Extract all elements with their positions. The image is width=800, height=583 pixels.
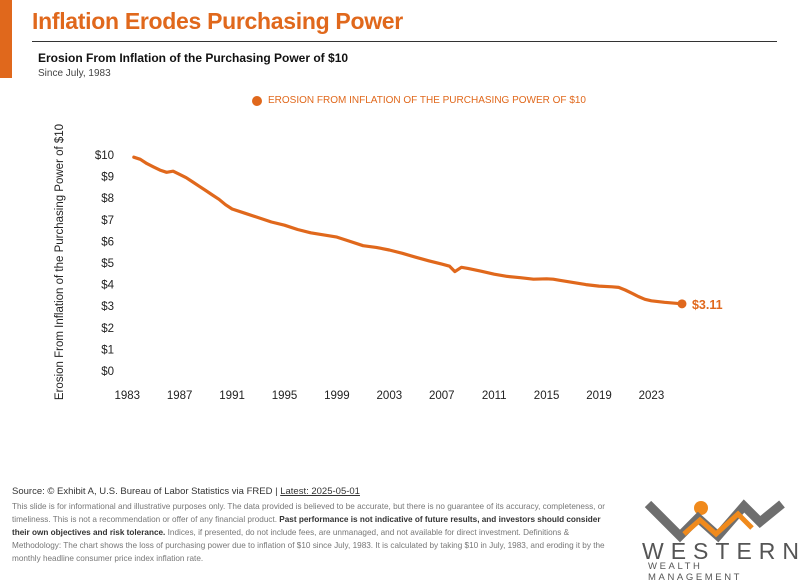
series-line [132, 155, 684, 306]
series-layer: $3.11 [132, 155, 723, 312]
x-tick-label: 2007 [429, 390, 455, 402]
source-text: Source: © Exhibit A, U.S. Bureau of Labo… [12, 486, 281, 497]
chart-subtitle: Erosion From Inflation of the Purchasing… [38, 51, 349, 65]
x-tick-label: 2003 [377, 390, 403, 402]
series-end-point [677, 299, 687, 309]
legend-label: EROSION FROM INFLATION OF THE PURCHASING… [268, 95, 586, 106]
y-tick-label: $6 [101, 236, 114, 248]
page-title: Inflation Erodes Purchasing Power [32, 8, 403, 34]
y-tick-label: $9 [101, 172, 114, 184]
logo-mountain-orange-icon [682, 510, 754, 538]
x-tick-label: 1999 [324, 390, 350, 402]
chart-since-note: Since July, 1983 [38, 68, 111, 79]
y-tick-label: $3 [101, 301, 114, 313]
logo-sun-icon [694, 501, 708, 515]
title-accent-bar [0, 0, 12, 78]
x-tick-label: 2011 [482, 390, 507, 402]
y-tick-label: $5 [101, 258, 114, 270]
x-tick-label: 1983 [114, 390, 140, 402]
chart-legend: EROSION FROM INFLATION OF THE PURCHASING… [252, 95, 586, 106]
x-axis-ticks: 1983 1987 1991 1995 1999 2003 2007 2011 2015 2019… [114, 390, 664, 402]
x-tick-label: 2015 [534, 390, 560, 402]
x-tick-label: 2023 [639, 390, 665, 402]
disclaimer-text-2: Indices, if presented, do not include fe… [12, 528, 605, 563]
title-divider [32, 41, 777, 42]
y-tick-label: $1 [101, 344, 114, 356]
logo-tagline: WEALTH MANAGEMENT [648, 561, 743, 583]
y-tick-label: $2 [101, 323, 114, 335]
source-line: Source: © Exhibit A, U.S. Bureau of Labo… [12, 486, 360, 497]
logo-name: WESTERN [642, 538, 800, 564]
logo-mountain-gray-icon [644, 499, 785, 543]
y-tick-label: $10 [95, 150, 114, 162]
x-tick-label: 1987 [167, 390, 193, 402]
y-tick-label: $8 [101, 193, 114, 205]
source-latest-link[interactable]: Latest: 2025-05-01 [280, 486, 360, 497]
disclaimer: This slide is for informational and illu… [12, 500, 617, 565]
y-tick-label: $4 [101, 280, 114, 292]
y-axis-label: Erosion From Inflation of the Purchasing… [54, 124, 66, 400]
disclaimer-bold: Past performance is not indicative of fu… [12, 515, 601, 537]
end-value-label: $3.11 [692, 298, 723, 312]
y-tick-label: $7 [101, 215, 114, 227]
y-axis-ticks: $0 $1 $2 $3 $4 $5 $6 $7 $8 $9 $10 [95, 150, 115, 378]
y-tick-label: $0 [101, 366, 114, 378]
x-tick-label: 1995 [272, 390, 298, 402]
western-logo [644, 499, 785, 543]
legend-marker [252, 95, 262, 106]
line-chart: $0 $1 $2 $3 $4 $5 $6 $7 $8 $9 $10 1983 1987 1991 1995… [54, 124, 723, 402]
x-tick-label: 1991 [219, 390, 245, 402]
disclaimer-text-1: This slide is for informational and illu… [12, 502, 605, 524]
x-tick-label: 2019 [586, 390, 612, 402]
